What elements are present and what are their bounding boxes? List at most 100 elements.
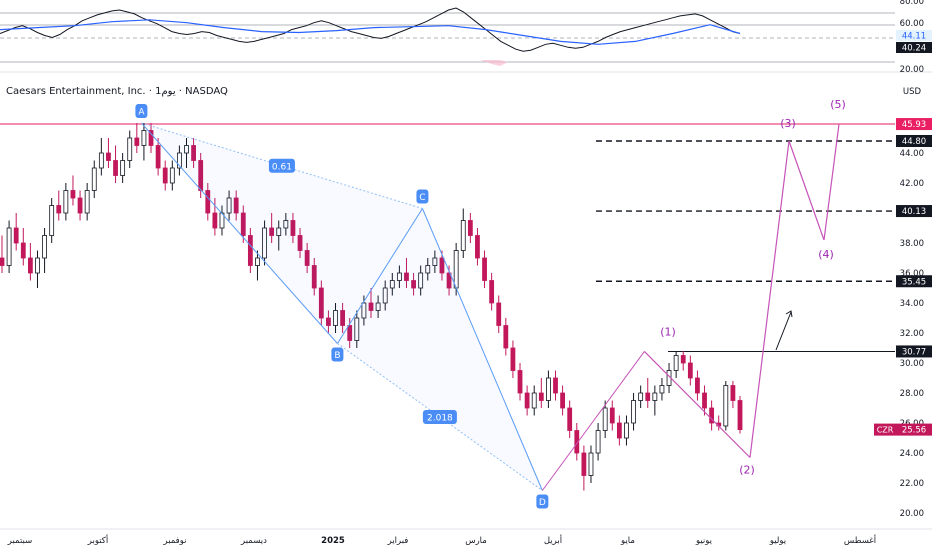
ratio-label: 2.018 [427,414,453,424]
pattern-leg [141,122,338,344]
candle-body [354,317,360,341]
candle-body [546,377,551,401]
candle-body [687,362,693,379]
candle-body [240,212,246,236]
price-axis: 80.00 60.00 20.00 44.11 40.24 USD 44.00 42.00 40… [874,0,932,519]
candle-body [418,272,424,289]
candle-body [602,407,608,431]
candle-body [560,392,565,409]
candle-body [49,205,55,236]
candle-body [524,392,530,409]
candle-body [162,167,168,184]
candle-body [283,220,289,229]
time-axis: سبتمبر أكتوبر نوفمبر ديسمبر 2025 فبراير مارس أب… [0,528,932,546]
candle-body [340,310,346,326]
candle-body [326,317,331,326]
wave-leg [541,351,645,491]
candle-body [624,422,629,439]
pattern-leg [336,208,423,344]
price-level-label: 40.13 [902,207,926,217]
price-pane: A B C D 0.61 2.018 (1) (2) (3) (4) (5) [0,98,895,509]
pattern-point-label: C [419,193,425,203]
candle-body [141,130,147,146]
price-tick-label: 34.00 [900,299,924,309]
price-tick-label: 42.00 [900,179,924,189]
time-tick-label: سبتمبر [7,536,32,546]
wave-leg [823,123,840,241]
candle-body [347,325,353,341]
time-tick-label: أكتوبر [87,534,108,546]
candle-body [723,385,729,427]
candle-body [489,280,495,304]
price-level-badge [896,135,932,147]
price-tick-label: 22.00 [900,479,924,489]
candle-body [127,137,133,161]
candle-body [709,407,715,424]
price-level-label: 44.80 [902,137,926,147]
candle-body [269,227,275,236]
candle-body [255,257,260,266]
candle-body [446,272,452,289]
candle-body [247,235,253,266]
ratio-line [141,122,423,209]
candle-body [148,130,154,146]
price-tick-label: 24.00 [900,449,924,459]
candle-body [0,257,5,266]
candle-body [595,430,601,454]
last-price-label: 25.56 [902,426,926,436]
currency-label: USD [903,87,922,97]
candle-body [432,257,438,266]
candle-body [212,212,218,229]
candle-body [638,392,644,401]
candle-body [609,407,615,424]
candle-body [652,392,658,401]
candle-body [482,257,487,281]
pattern-point-label: B [334,351,340,361]
pattern-point-badge [536,494,549,509]
candle-body [70,190,76,199]
chart-title: Caesars Entertainment, Inc. · 1يوم · NAS… [6,86,228,97]
ticker-symbol: CZR [877,426,894,435]
candle-body [20,242,26,259]
candle-body [702,392,707,409]
candle-body [169,167,175,184]
time-tick-label: فبراير [387,536,409,546]
candle-body [77,197,83,214]
oscillator-marker-upper: 44.11 [902,32,926,42]
trend-arrow-head [785,310,793,318]
pattern-leg [421,208,543,491]
price-tick-label: 36.00 [900,269,924,279]
candle-body [460,220,466,251]
candle-body [730,385,736,401]
time-tick-label: مايو [620,536,635,546]
candle-body [205,190,211,214]
candle-body [404,272,409,281]
price-tick-label: 38.00 [900,239,924,249]
candle-body [191,145,196,161]
wave-label: (3) [780,117,796,130]
time-tick-label: يونيو [695,536,713,546]
price-level-label: 30.77 [902,347,926,357]
oversold-shade [480,60,508,66]
candle-body [155,145,161,169]
price-level-badge [896,345,932,358]
candle-body [510,347,516,371]
candle-body [276,227,282,236]
candle-body [233,197,239,214]
oscillator-marker-bg [896,30,932,41]
time-tick-label: 2025 [321,536,345,546]
wave-label: (5) [830,98,846,111]
candle-body [13,227,19,244]
candle-body [411,280,416,289]
candle-body [226,197,232,214]
price-level-badge [896,205,932,218]
oscillator-tick-label: 60.00 [900,19,924,29]
wave-label: (1) [660,325,676,338]
candle-body [531,392,537,409]
candle-body [453,250,459,289]
candle-body [35,257,40,274]
candle-body [567,407,573,431]
price-tick-label: 44.00 [900,149,924,159]
price-tick-label: 30.00 [900,359,924,369]
